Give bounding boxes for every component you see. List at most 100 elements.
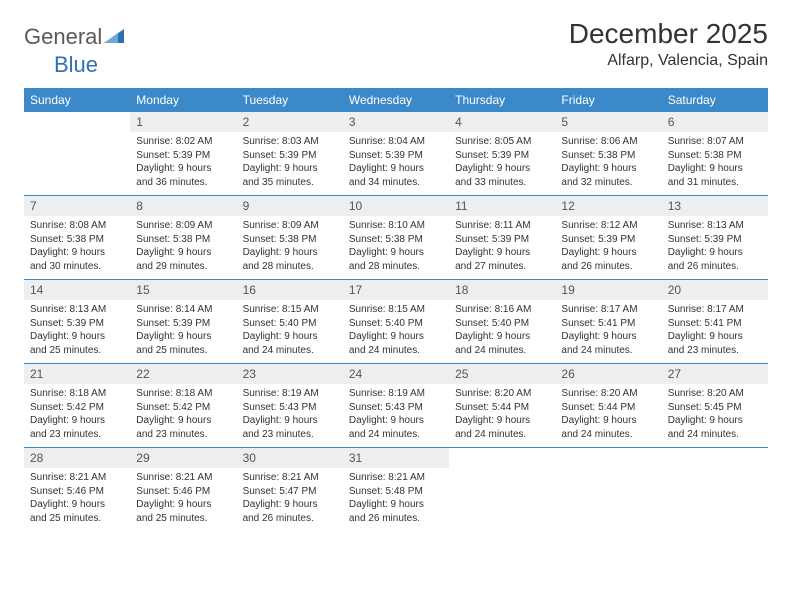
calendar-day-cell [555, 448, 661, 532]
calendar-day-cell: 12Sunrise: 8:12 AMSunset: 5:39 PMDayligh… [555, 196, 661, 280]
sunset-line: Sunset: 5:39 PM [136, 149, 230, 163]
calendar-day-cell: 6Sunrise: 8:07 AMSunset: 5:38 PMDaylight… [662, 112, 768, 196]
brand-logo: General [24, 24, 126, 50]
day-number: 26 [555, 364, 661, 384]
day-number: 22 [130, 364, 236, 384]
sunset-line: Sunset: 5:41 PM [668, 317, 762, 331]
calendar-day-cell: 20Sunrise: 8:17 AMSunset: 5:41 PMDayligh… [662, 280, 768, 364]
calendar-day-cell: 25Sunrise: 8:20 AMSunset: 5:44 PMDayligh… [449, 364, 555, 448]
daylight-line: Daylight: 9 hours and 28 minutes. [349, 246, 443, 273]
sunrise-line: Sunrise: 8:04 AM [349, 135, 443, 149]
calendar-day-cell: 19Sunrise: 8:17 AMSunset: 5:41 PMDayligh… [555, 280, 661, 364]
day-number: 8 [130, 196, 236, 216]
daylight-line: Daylight: 9 hours and 28 minutes. [243, 246, 337, 273]
sunset-line: Sunset: 5:38 PM [561, 149, 655, 163]
day-number: 30 [237, 448, 343, 468]
calendar-body: 1Sunrise: 8:02 AMSunset: 5:39 PMDaylight… [24, 112, 768, 531]
weekday-header: Monday [130, 88, 236, 112]
daylight-line: Daylight: 9 hours and 25 minutes. [136, 498, 230, 525]
sunrise-line: Sunrise: 8:13 AM [30, 303, 124, 317]
daylight-line: Daylight: 9 hours and 24 minutes. [668, 414, 762, 441]
calendar-day-cell: 22Sunrise: 8:18 AMSunset: 5:42 PMDayligh… [130, 364, 236, 448]
daylight-line: Daylight: 9 hours and 23 minutes. [136, 414, 230, 441]
daylight-line: Daylight: 9 hours and 25 minutes. [30, 498, 124, 525]
weekday-header: Friday [555, 88, 661, 112]
daylight-line: Daylight: 9 hours and 31 minutes. [668, 162, 762, 189]
sunset-line: Sunset: 5:43 PM [349, 401, 443, 415]
day-details: Sunrise: 8:20 AMSunset: 5:45 PMDaylight:… [662, 384, 768, 447]
sunrise-line: Sunrise: 8:17 AM [561, 303, 655, 317]
brand-name-part1: General [24, 24, 102, 50]
day-details: Sunrise: 8:17 AMSunset: 5:41 PMDaylight:… [662, 300, 768, 363]
sunset-line: Sunset: 5:42 PM [136, 401, 230, 415]
calendar-day-cell: 1Sunrise: 8:02 AMSunset: 5:39 PMDaylight… [130, 112, 236, 196]
day-details: Sunrise: 8:12 AMSunset: 5:39 PMDaylight:… [555, 216, 661, 279]
day-number: 17 [343, 280, 449, 300]
sunrise-line: Sunrise: 8:20 AM [455, 387, 549, 401]
day-details: Sunrise: 8:19 AMSunset: 5:43 PMDaylight:… [237, 384, 343, 447]
calendar-day-cell: 13Sunrise: 8:13 AMSunset: 5:39 PMDayligh… [662, 196, 768, 280]
calendar-day-cell: 10Sunrise: 8:10 AMSunset: 5:38 PMDayligh… [343, 196, 449, 280]
day-details: Sunrise: 8:15 AMSunset: 5:40 PMDaylight:… [343, 300, 449, 363]
day-details: Sunrise: 8:04 AMSunset: 5:39 PMDaylight:… [343, 132, 449, 195]
day-details: Sunrise: 8:09 AMSunset: 5:38 PMDaylight:… [237, 216, 343, 279]
daylight-line: Daylight: 9 hours and 25 minutes. [30, 330, 124, 357]
day-number: 28 [24, 448, 130, 468]
weekday-header: Saturday [662, 88, 768, 112]
sunset-line: Sunset: 5:38 PM [30, 233, 124, 247]
calendar-day-cell: 3Sunrise: 8:04 AMSunset: 5:39 PMDaylight… [343, 112, 449, 196]
calendar-day-cell: 21Sunrise: 8:18 AMSunset: 5:42 PMDayligh… [24, 364, 130, 448]
sunrise-line: Sunrise: 8:21 AM [349, 471, 443, 485]
sunset-line: Sunset: 5:38 PM [668, 149, 762, 163]
sunrise-line: Sunrise: 8:21 AM [30, 471, 124, 485]
day-number: 9 [237, 196, 343, 216]
calendar-day-cell: 14Sunrise: 8:13 AMSunset: 5:39 PMDayligh… [24, 280, 130, 364]
day-number: 19 [555, 280, 661, 300]
day-details: Sunrise: 8:19 AMSunset: 5:43 PMDaylight:… [343, 384, 449, 447]
sunrise-line: Sunrise: 8:10 AM [349, 219, 443, 233]
calendar-week-row: 21Sunrise: 8:18 AMSunset: 5:42 PMDayligh… [24, 364, 768, 448]
day-number: 25 [449, 364, 555, 384]
sunrise-line: Sunrise: 8:02 AM [136, 135, 230, 149]
day-details: Sunrise: 8:21 AMSunset: 5:46 PMDaylight:… [24, 468, 130, 531]
calendar-day-cell: 11Sunrise: 8:11 AMSunset: 5:39 PMDayligh… [449, 196, 555, 280]
weekday-header: Sunday [24, 88, 130, 112]
day-details: Sunrise: 8:11 AMSunset: 5:39 PMDaylight:… [449, 216, 555, 279]
daylight-line: Daylight: 9 hours and 30 minutes. [30, 246, 124, 273]
sunset-line: Sunset: 5:47 PM [243, 485, 337, 499]
sunset-line: Sunset: 5:42 PM [30, 401, 124, 415]
calendar-day-cell: 9Sunrise: 8:09 AMSunset: 5:38 PMDaylight… [237, 196, 343, 280]
day-details: Sunrise: 8:14 AMSunset: 5:39 PMDaylight:… [130, 300, 236, 363]
calendar-week-row: 28Sunrise: 8:21 AMSunset: 5:46 PMDayligh… [24, 448, 768, 532]
sunset-line: Sunset: 5:43 PM [243, 401, 337, 415]
day-details: Sunrise: 8:21 AMSunset: 5:48 PMDaylight:… [343, 468, 449, 531]
calendar-day-cell: 24Sunrise: 8:19 AMSunset: 5:43 PMDayligh… [343, 364, 449, 448]
month-title: December 2025 [569, 18, 768, 50]
daylight-line: Daylight: 9 hours and 26 minutes. [243, 498, 337, 525]
day-number: 13 [662, 196, 768, 216]
calendar-day-cell: 31Sunrise: 8:21 AMSunset: 5:48 PMDayligh… [343, 448, 449, 532]
sunrise-line: Sunrise: 8:19 AM [243, 387, 337, 401]
sunset-line: Sunset: 5:39 PM [455, 149, 549, 163]
day-number [449, 448, 555, 468]
calendar-week-row: 7Sunrise: 8:08 AMSunset: 5:38 PMDaylight… [24, 196, 768, 280]
day-number: 20 [662, 280, 768, 300]
sunrise-line: Sunrise: 8:20 AM [561, 387, 655, 401]
calendar-day-cell: 7Sunrise: 8:08 AMSunset: 5:38 PMDaylight… [24, 196, 130, 280]
daylight-line: Daylight: 9 hours and 23 minutes. [668, 330, 762, 357]
sunrise-line: Sunrise: 8:15 AM [243, 303, 337, 317]
calendar-table: Sunday Monday Tuesday Wednesday Thursday… [24, 88, 768, 531]
sunrise-line: Sunrise: 8:11 AM [455, 219, 549, 233]
day-details [24, 132, 130, 190]
day-number: 21 [24, 364, 130, 384]
daylight-line: Daylight: 9 hours and 36 minutes. [136, 162, 230, 189]
daylight-line: Daylight: 9 hours and 24 minutes. [349, 330, 443, 357]
day-details: Sunrise: 8:18 AMSunset: 5:42 PMDaylight:… [24, 384, 130, 447]
sunset-line: Sunset: 5:39 PM [349, 149, 443, 163]
day-details: Sunrise: 8:21 AMSunset: 5:47 PMDaylight:… [237, 468, 343, 531]
sunset-line: Sunset: 5:40 PM [349, 317, 443, 331]
calendar-day-cell: 28Sunrise: 8:21 AMSunset: 5:46 PMDayligh… [24, 448, 130, 532]
location-subtitle: Alfarp, Valencia, Spain [569, 52, 768, 70]
sunset-line: Sunset: 5:46 PM [136, 485, 230, 499]
calendar-day-cell [449, 448, 555, 532]
